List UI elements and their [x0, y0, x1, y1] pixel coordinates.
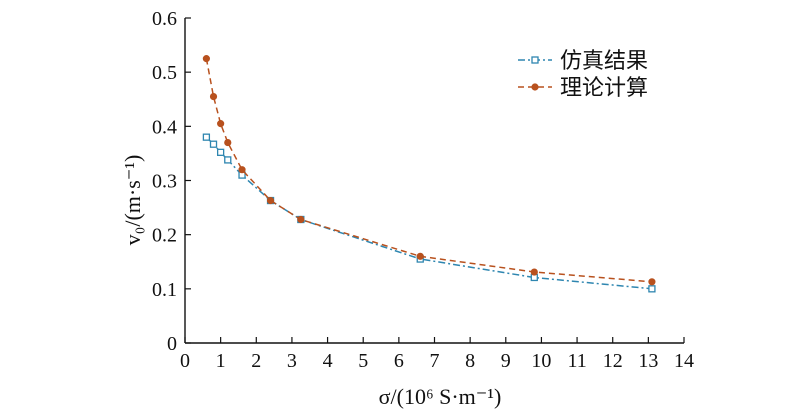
y-tick-label: 0.2 — [152, 225, 177, 247]
x-tick-label: 7 — [430, 350, 440, 372]
series-2-point — [648, 278, 656, 286]
series-1-point — [216, 148, 225, 156]
x-tick-label: 6 — [394, 350, 404, 372]
y-axis-label: v₀/(m·s⁻¹) — [120, 155, 145, 246]
series-1-line — [205, 136, 652, 290]
x-tick-label: 13 — [638, 350, 658, 372]
x-tick-label: 11 — [567, 350, 586, 372]
series-2-point — [266, 196, 275, 205]
series-1-point — [224, 156, 232, 164]
legend-swatch-marker — [531, 56, 539, 64]
x-tick-label: 2 — [251, 350, 261, 372]
series-2-point — [238, 166, 246, 174]
y-tick-label: 0 — [167, 333, 177, 355]
series-layer — [202, 55, 656, 293]
series-2-point — [202, 55, 210, 63]
x-tick-label: 14 — [674, 350, 694, 372]
x-tick-label: 0 — [180, 350, 190, 372]
y-tick-label: 0.3 — [152, 171, 177, 193]
x-tick-label: 3 — [287, 350, 297, 372]
series-2-line — [205, 58, 652, 283]
legend-swatch-marker — [531, 83, 539, 91]
x-tick-label: 9 — [501, 350, 511, 372]
series-2-point — [297, 215, 305, 224]
y-tick-label: 0.5 — [152, 62, 177, 84]
legend-label: 理论计算 — [560, 76, 648, 101]
series-1-point — [209, 140, 218, 148]
x-tick-label: 4 — [323, 350, 333, 372]
y-tick-label: 0.1 — [152, 279, 177, 301]
series-2-point — [209, 92, 218, 101]
y-tick-label: 0.4 — [152, 116, 177, 138]
series-2-point — [416, 252, 424, 260]
y-tick-label: 0.6 — [152, 8, 177, 30]
series-2-point — [224, 138, 232, 147]
series-2 — [202, 55, 656, 286]
legend-item-2: 理论计算 — [518, 76, 648, 101]
axis-labels: σ/(10⁶ S·m⁻¹) v₀/(m·s⁻¹) — [120, 155, 501, 409]
series-1 — [202, 133, 656, 293]
x-tick-label: 12 — [603, 350, 623, 372]
x-tick-label: 8 — [465, 350, 475, 372]
series-2-point — [217, 120, 225, 128]
legend-label: 仿真结果 — [560, 49, 648, 74]
x-tick-label: 5 — [358, 350, 368, 372]
series-2-point — [530, 268, 538, 276]
x-tick-label: 1 — [216, 350, 226, 372]
series-1-point — [202, 133, 211, 141]
legend-item-1: 仿真结果 — [518, 49, 648, 74]
x-tick-label: 10 — [531, 350, 551, 372]
series-1-point — [648, 285, 656, 293]
x-axis-label: σ/(10⁶ S·m⁻¹) — [379, 384, 502, 409]
